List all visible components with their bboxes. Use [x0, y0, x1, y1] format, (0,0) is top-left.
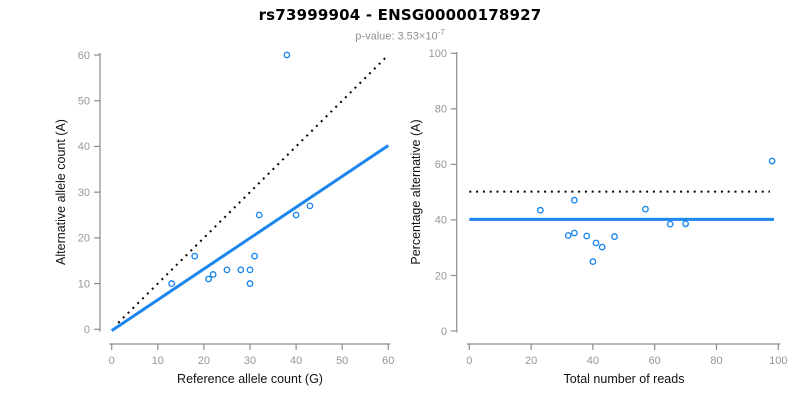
data-point	[205, 275, 212, 283]
data-point	[255, 211, 263, 219]
data-point	[598, 243, 606, 251]
data-point	[209, 271, 217, 278]
y-tick-label: 60	[435, 159, 447, 171]
data-point	[682, 220, 689, 228]
x-tick-label: 80	[710, 355, 722, 367]
data-point	[589, 258, 597, 265]
x-tick-label: 10	[152, 355, 164, 367]
y-tick-label: 30	[78, 187, 90, 199]
y-tick-label: 10	[78, 278, 90, 290]
x-tick-label: 20	[198, 355, 210, 367]
y-axis-title: Alternative allele count (A)	[54, 119, 68, 265]
data-point	[246, 280, 254, 287]
y-tick-label: 40	[435, 215, 447, 227]
x-axis-title: Total number of reads	[564, 372, 685, 386]
page-title: rs73999904 - ENSG00000178927	[258, 6, 542, 24]
fit-line	[110, 144, 390, 332]
plot-header: rs73999904 - ENSG00000178927 p-value: 3.…	[0, 7, 800, 44]
data-point	[583, 232, 591, 240]
x-tick-label: 20	[525, 355, 537, 367]
x-tick-label: 0	[466, 355, 472, 367]
data-point	[223, 266, 231, 274]
data-point	[237, 266, 245, 274]
pvalue-exponent: -7	[437, 28, 445, 37]
percentage-vs-reads-plot: 0 20 40 60 80 100 0 20 40 60 80 100 Total number of …	[409, 48, 787, 386]
y-tick-label: 20	[435, 270, 447, 282]
y-tick-label: 0	[84, 324, 90, 336]
data-point	[666, 220, 674, 228]
data-point	[306, 202, 314, 210]
y-tick-label: 100	[429, 48, 447, 60]
data-point	[570, 229, 578, 237]
x-tick-label: 60	[382, 355, 394, 367]
data-point	[536, 206, 544, 214]
y-tick-label: 50	[78, 96, 90, 108]
data-point	[251, 252, 259, 260]
y-axis-title: Percentage alternative (A)	[409, 119, 423, 264]
data-point	[642, 205, 649, 213]
y-tick-label: 0	[441, 326, 447, 338]
pvalue-subtitle: p-value: 3.53×10-7	[0, 26, 800, 44]
data-point	[564, 232, 572, 239]
x-tick-label: 100	[769, 355, 787, 367]
data-point	[168, 280, 176, 287]
data-point	[283, 51, 291, 59]
y-tick-label: 40	[78, 141, 90, 153]
x-tick-label: 50	[336, 355, 348, 367]
data-point	[611, 233, 618, 240]
allele-counts-plot: 0 10 20 30 40 50 60 0 10 20 30 40 50 60 Reference alle…	[54, 50, 394, 386]
data-point	[592, 239, 600, 247]
x-tick-label: 40	[290, 355, 302, 367]
data-point	[246, 266, 254, 274]
x-axis-title: Reference allele count (G)	[177, 372, 323, 386]
y-tick-label: 20	[78, 233, 90, 245]
data-point	[292, 211, 300, 219]
x-tick-label: 0	[109, 355, 115, 367]
data-point	[768, 157, 776, 165]
x-tick-label: 30	[244, 355, 256, 367]
data-point	[570, 196, 578, 204]
x-tick-label: 60	[649, 355, 661, 367]
data-point	[191, 252, 199, 260]
x-tick-label: 40	[587, 355, 599, 367]
pvalue-text: p-value: 3.53×10	[355, 30, 438, 43]
y-tick-label: 60	[78, 50, 90, 62]
y-tick-label: 80	[435, 104, 447, 116]
